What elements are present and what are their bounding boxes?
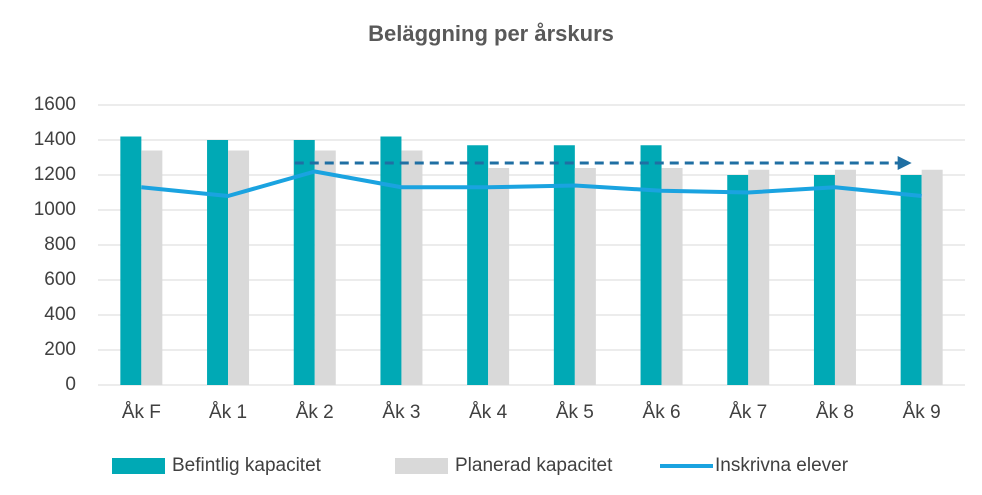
- bar: [488, 168, 510, 385]
- arrow-head: [897, 156, 912, 170]
- x-tick-label: Åk 2: [296, 402, 334, 423]
- legend-label: Planerad kapacitet: [455, 455, 613, 476]
- x-tick-label: Åk 6: [643, 402, 681, 423]
- bar: [314, 150, 336, 385]
- x-tick-label: Åk 4: [469, 402, 507, 423]
- bar: [228, 150, 250, 385]
- bar: [120, 136, 142, 385]
- y-tick-label: 800: [44, 234, 76, 255]
- bar: [900, 175, 922, 385]
- x-tick-label: Åk 9: [903, 402, 941, 423]
- bar: [207, 140, 229, 385]
- chart-title: Beläggning per årskurs: [368, 21, 614, 46]
- bar: [467, 145, 489, 385]
- bar: [574, 168, 596, 385]
- x-tick-label: Åk F: [122, 402, 161, 423]
- x-tick-label: Åk 8: [816, 402, 854, 423]
- line: [141, 169, 922, 198]
- x-tick-label: Åk 7: [729, 402, 767, 423]
- y-tick-label: 200: [44, 339, 76, 360]
- y-tick-label: 600: [44, 269, 76, 290]
- y-tick-label: 1200: [34, 164, 76, 185]
- y-tick-label: 1600: [34, 94, 76, 115]
- bar: [380, 136, 402, 385]
- legend-swatch: [112, 458, 165, 474]
- y-tick-label: 0: [65, 374, 76, 395]
- x-tick-label: Åk 5: [556, 402, 594, 423]
- y-tick-label: 1400: [34, 129, 76, 150]
- bar: [661, 168, 683, 385]
- bar: [834, 169, 856, 385]
- y-tick-label: 1000: [34, 199, 76, 220]
- bar: [640, 145, 662, 385]
- bar: [553, 145, 575, 385]
- bar: [748, 169, 770, 385]
- bar: [141, 150, 163, 385]
- bar: [293, 140, 315, 385]
- y-tick-label: 400: [44, 304, 76, 325]
- bar: [921, 169, 943, 385]
- bar: [727, 175, 749, 385]
- x-tick-label: Åk 1: [209, 402, 247, 423]
- legend-swatch: [395, 458, 448, 474]
- bar: [401, 150, 423, 385]
- bar: [813, 175, 835, 385]
- x-tick-label: Åk 3: [382, 402, 420, 423]
- legend-label: Befintlig kapacitet: [172, 455, 322, 476]
- legend-label: Inskrivna elever: [715, 455, 849, 476]
